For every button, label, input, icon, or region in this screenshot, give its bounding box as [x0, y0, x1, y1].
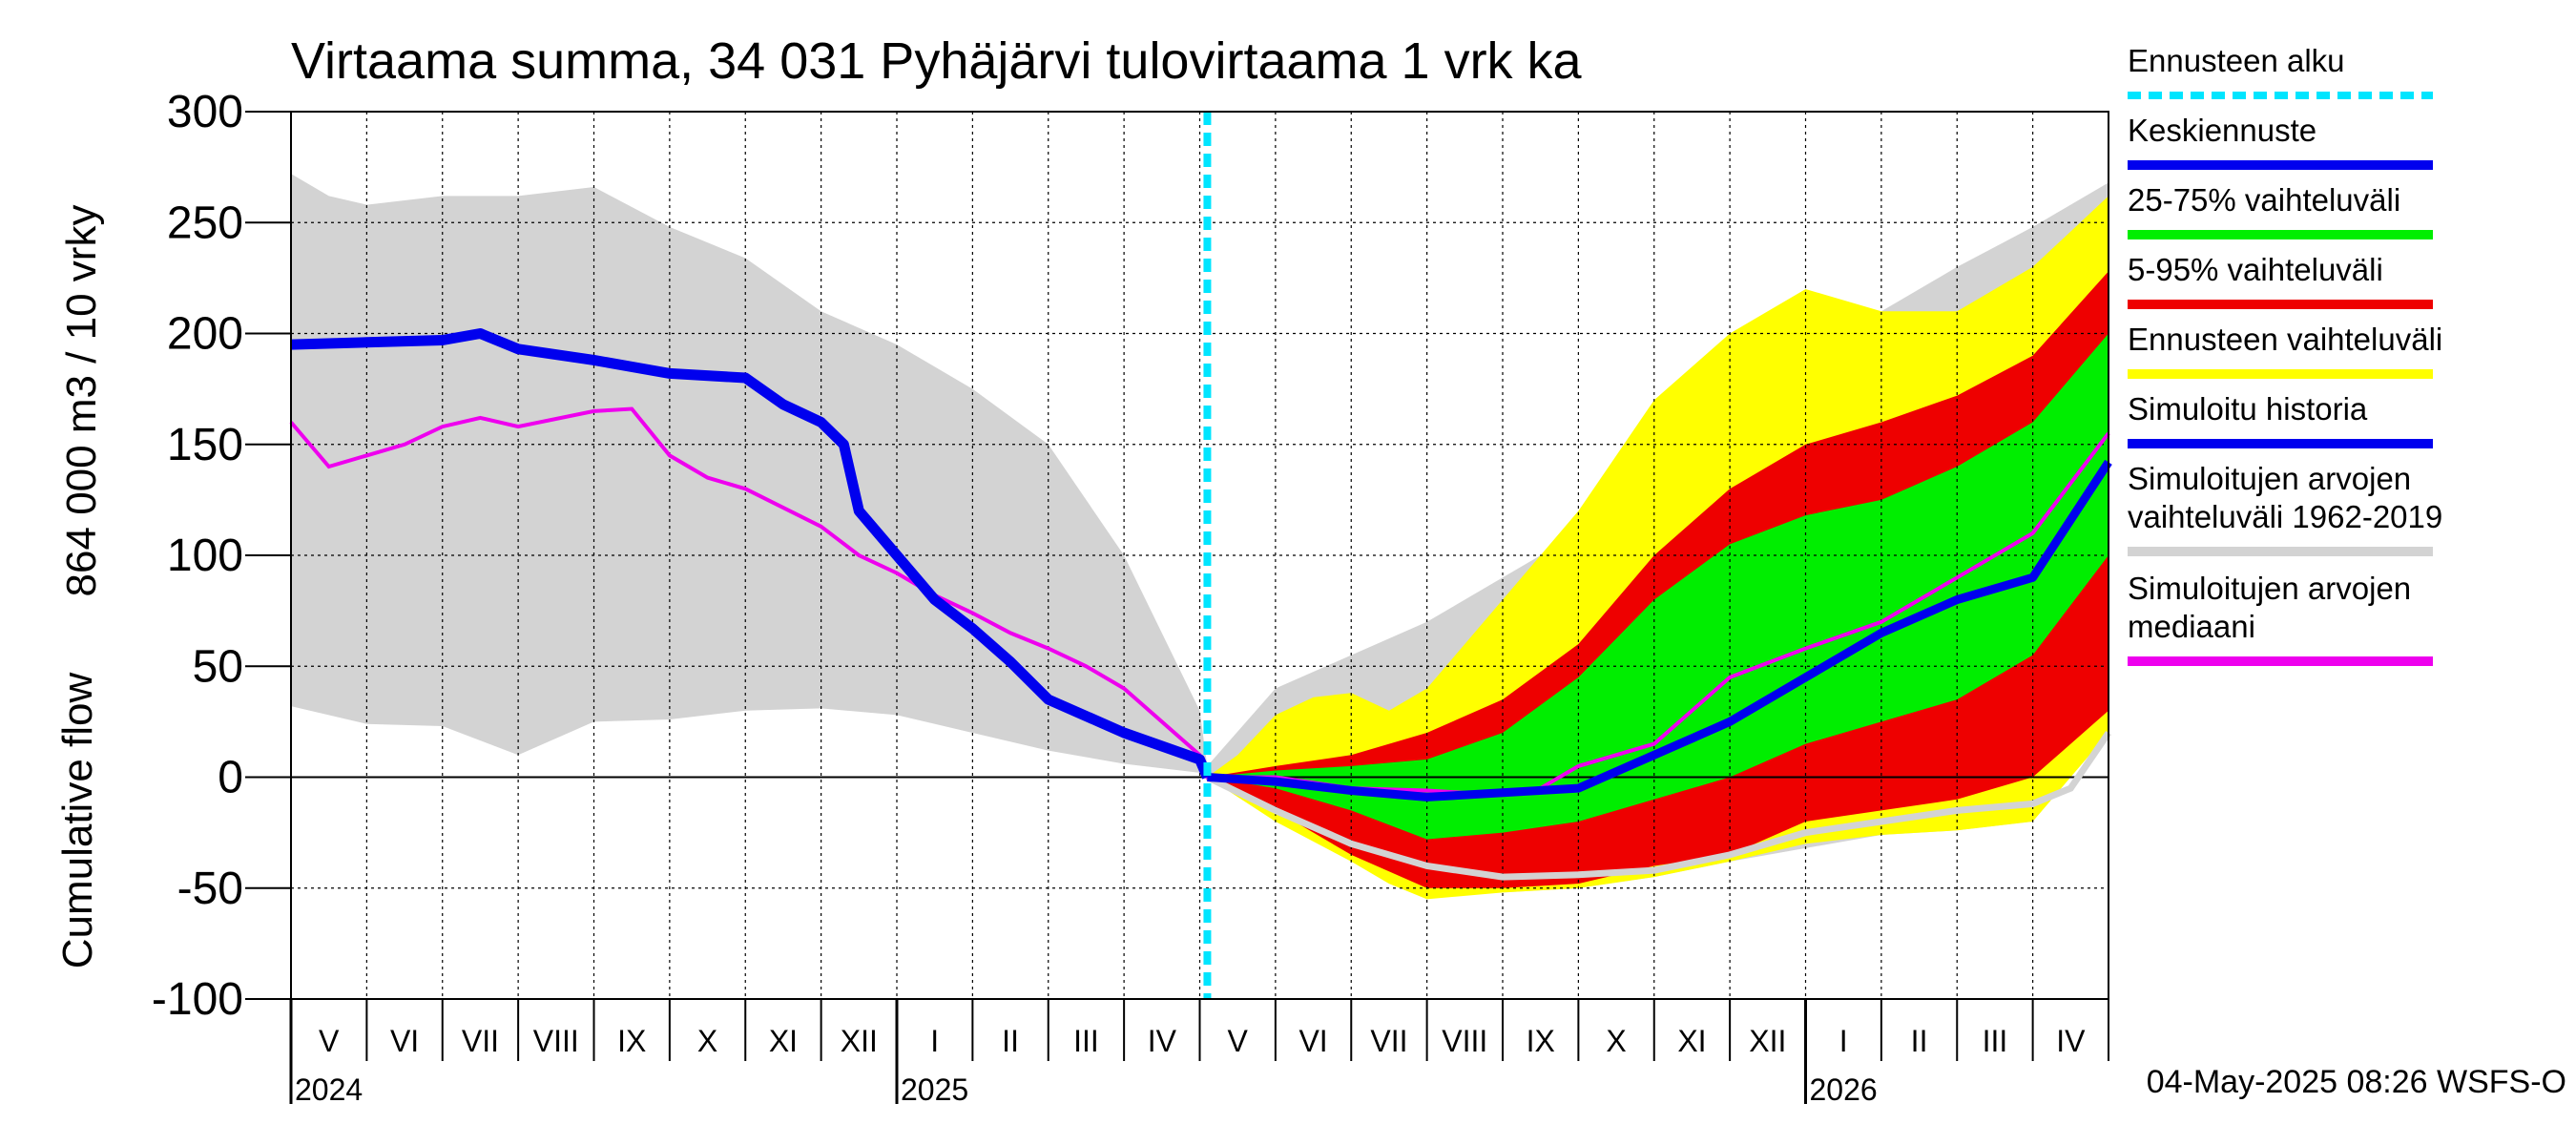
y-tick-label: 300 — [167, 87, 243, 137]
y-tick-label: -100 — [152, 974, 243, 1025]
x-tick-label: IV — [1148, 1024, 1177, 1058]
year-label: 2026 — [1810, 1072, 1878, 1107]
y-tick-label: 250 — [167, 198, 243, 248]
year-label: 2024 — [295, 1072, 363, 1107]
x-tick-label: III — [1983, 1024, 2008, 1058]
x-tick-label: IX — [1527, 1024, 1555, 1058]
y-axis-label-top: 864 000 m3 / 10 vrky — [58, 205, 105, 597]
year-label: 2025 — [901, 1072, 968, 1107]
grid-lines — [291, 112, 2109, 999]
legend: Ennusteen alku Keskiennuste 25-75% vaihtel… — [2128, 43, 2442, 666]
legend-label: mediaani — [2128, 609, 2255, 644]
legend-label: Simuloitujen arvojen — [2128, 571, 2411, 606]
legend-label: Keskiennuste — [2128, 113, 2316, 148]
y-tick-label: 100 — [167, 531, 243, 581]
y-tick-label: 150 — [167, 420, 243, 470]
forecast-25-75-area — [1207, 333, 2109, 840]
x-tick-label: X — [697, 1024, 717, 1058]
historical-median-line — [289, 406, 2110, 798]
y-tick-label: -50 — [177, 864, 243, 914]
simulated-history-line — [290, 328, 1213, 780]
legend-item-band_full: Ennusteen vaihteluväli — [2128, 322, 2442, 379]
legend-label: Simuloitujen arvojen — [2128, 461, 2411, 496]
x-tick-label: IV — [2056, 1024, 2086, 1058]
y-tick-label: 50 — [193, 641, 243, 692]
y-tick-label: 0 — [218, 753, 243, 803]
x-tick-label: I — [930, 1024, 939, 1058]
legend-item-forecast_start: Ennusteen alku — [2128, 43, 2433, 99]
x-tick-label: VI — [1298, 1024, 1327, 1058]
chart-title: Virtaama summa, 34 031 Pyhäjärvi tulovir… — [291, 32, 1583, 90]
x-tick-label: VI — [390, 1024, 419, 1058]
x-tick-label: X — [1606, 1024, 1626, 1058]
x-tick-label: XII — [1749, 1024, 1786, 1058]
legend-label: vaihteluväli 1962-2019 — [2128, 499, 2442, 534]
x-tick-label: IX — [617, 1024, 646, 1058]
x-tick-label: XI — [769, 1024, 798, 1058]
x-tick-label: VII — [462, 1024, 499, 1058]
legend-label: Ennusteen alku — [2128, 43, 2345, 78]
plot-area — [289, 111, 2112, 1000]
forecast-5-95-area — [1207, 271, 2109, 888]
legend-label: 25-75% vaihteluväli — [2128, 182, 2400, 218]
legend-label: Ennusteen vaihteluväli — [2128, 322, 2442, 357]
light-scenario-line — [1205, 731, 2111, 881]
x-tick-label: VII — [1370, 1024, 1407, 1058]
mean-forecast-line — [1207, 459, 2112, 802]
x-tick-label: V — [1228, 1024, 1249, 1058]
legend-label: 5-95% vaihteluväli — [2128, 252, 2383, 287]
timestamp: 04-May-2025 08:26 WSFS-O — [2147, 1064, 2566, 1100]
legend-item-sim_history: Simuloitu historia — [2128, 391, 2433, 448]
y-axis-ticks: -100 -50 0 50 100 150 200 250 300 — [152, 87, 291, 1025]
x-tick-label: XI — [1677, 1024, 1706, 1058]
x-tick-label: VIII — [1442, 1024, 1487, 1058]
x-tick-label: I — [1839, 1024, 1848, 1058]
legend-label: Simuloitu historia — [2128, 391, 2368, 427]
x-tick-label: VIII — [533, 1024, 579, 1058]
x-axis: V VI VII VIII IX X XI XII I II III IV V VI VII VIII IX X X… — [289, 999, 2109, 1107]
y-tick-label: 200 — [167, 309, 243, 360]
x-tick-label: III — [1073, 1024, 1099, 1058]
legend-item-band_5_95: 5-95% vaihteluväli — [2128, 252, 2433, 309]
x-tick-label: II — [1911, 1024, 1928, 1058]
legend-item-mean_forecast: Keskiennuste — [2128, 113, 2433, 170]
legend-item-band_25_75: 25-75% vaihteluväli — [2128, 182, 2433, 239]
x-tick-label: XII — [841, 1024, 878, 1058]
x-tick-label: V — [319, 1024, 340, 1058]
x-tick-label: II — [1002, 1024, 1019, 1058]
y-axis-label-bottom: Cumulative flow — [54, 673, 101, 969]
